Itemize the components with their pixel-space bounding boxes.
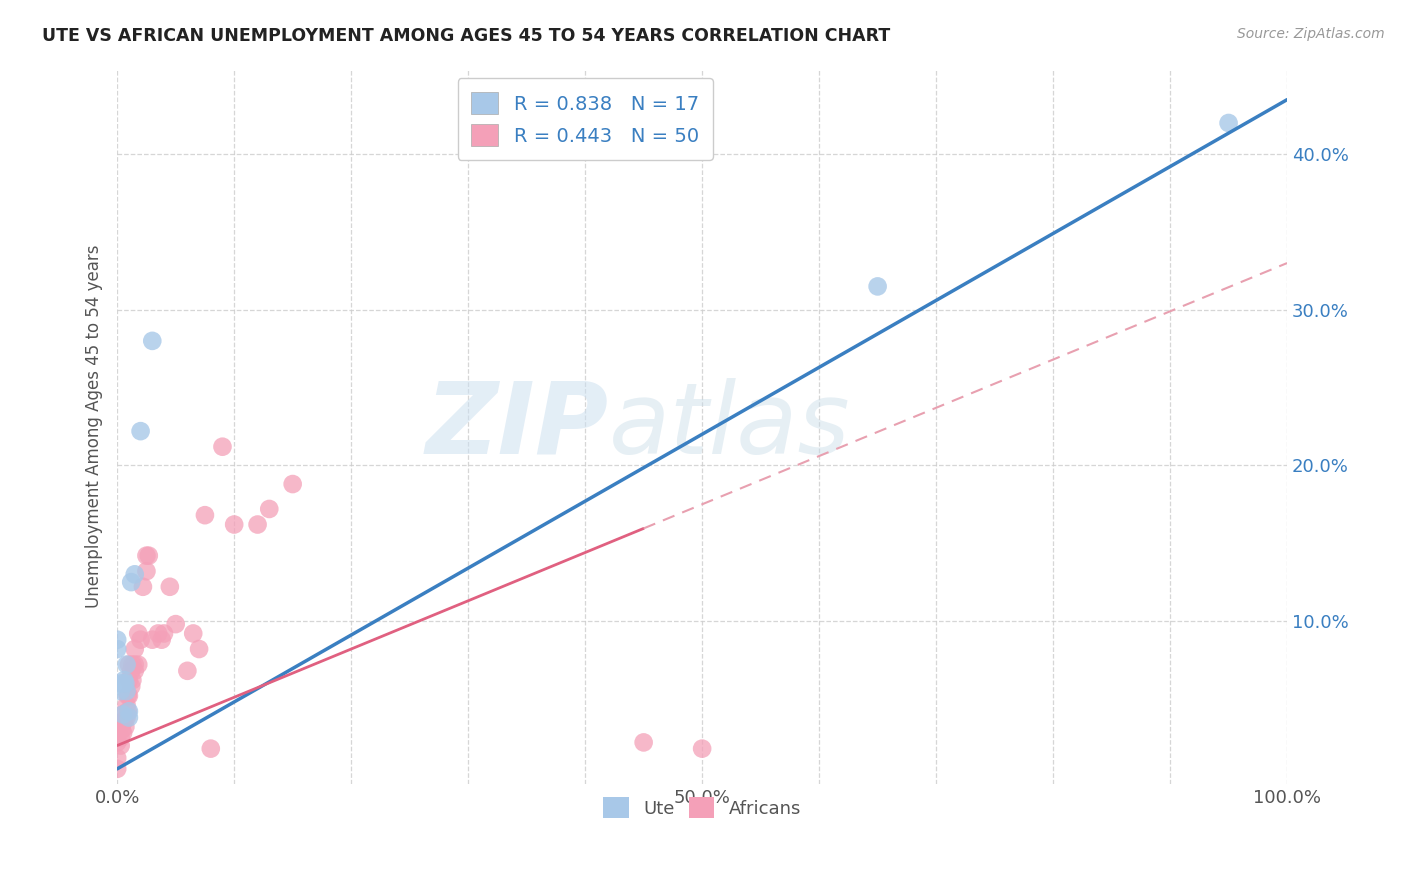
Point — [138, 549, 160, 563]
Point — [246, 517, 269, 532]
Point — [866, 279, 889, 293]
Point — [211, 440, 233, 454]
Point — [1218, 116, 1240, 130]
Point — [118, 710, 141, 724]
Point — [111, 676, 134, 690]
Point — [112, 726, 135, 740]
Y-axis label: Unemployment Among Ages 45 to 54 years: Unemployment Among Ages 45 to 54 years — [86, 244, 103, 608]
Point — [129, 632, 152, 647]
Point — [120, 664, 142, 678]
Point — [117, 704, 139, 718]
Point — [112, 707, 135, 722]
Point — [111, 723, 134, 737]
Point — [159, 580, 181, 594]
Point — [118, 689, 141, 703]
Point — [127, 657, 149, 672]
Point — [112, 715, 135, 730]
Text: atlas: atlas — [609, 378, 851, 475]
Point — [112, 707, 135, 722]
Point — [124, 642, 146, 657]
Point — [141, 334, 163, 348]
Point — [194, 508, 217, 523]
Point — [146, 626, 169, 640]
Point — [132, 580, 155, 594]
Point — [633, 735, 655, 749]
Text: UTE VS AFRICAN UNEMPLOYMENT AMONG AGES 45 TO 54 YEARS CORRELATION CHART: UTE VS AFRICAN UNEMPLOYMENT AMONG AGES 4… — [42, 27, 890, 45]
Text: ZIP: ZIP — [426, 378, 609, 475]
Point — [150, 632, 173, 647]
Point — [200, 741, 222, 756]
Point — [115, 684, 138, 698]
Point — [259, 502, 281, 516]
Point — [112, 714, 135, 728]
Point — [129, 424, 152, 438]
Point — [121, 657, 143, 672]
Point — [117, 689, 139, 703]
Point — [118, 673, 141, 688]
Point — [124, 567, 146, 582]
Point — [165, 617, 187, 632]
Point — [120, 679, 142, 693]
Point — [135, 549, 157, 563]
Point — [114, 720, 136, 734]
Legend: Ute, Africans: Ute, Africans — [596, 790, 808, 825]
Point — [127, 626, 149, 640]
Point — [105, 762, 128, 776]
Point — [120, 575, 142, 590]
Point — [112, 673, 135, 688]
Point — [121, 673, 143, 688]
Point — [690, 741, 713, 756]
Text: Source: ZipAtlas.com: Source: ZipAtlas.com — [1237, 27, 1385, 41]
Point — [118, 704, 141, 718]
Point — [224, 517, 246, 532]
Point — [118, 657, 141, 672]
Point — [135, 564, 157, 578]
Point — [141, 632, 163, 647]
Point — [115, 698, 138, 712]
Point — [105, 751, 128, 765]
Point — [115, 657, 138, 672]
Point — [114, 676, 136, 690]
Point — [115, 710, 138, 724]
Point — [124, 657, 146, 672]
Point — [181, 626, 204, 640]
Point — [110, 731, 132, 745]
Point — [110, 739, 132, 753]
Point — [153, 626, 176, 640]
Point — [105, 632, 128, 647]
Point — [176, 664, 198, 678]
Point — [105, 735, 128, 749]
Point — [188, 642, 211, 657]
Point — [110, 684, 132, 698]
Point — [124, 664, 146, 678]
Point — [281, 477, 304, 491]
Point — [105, 642, 128, 657]
